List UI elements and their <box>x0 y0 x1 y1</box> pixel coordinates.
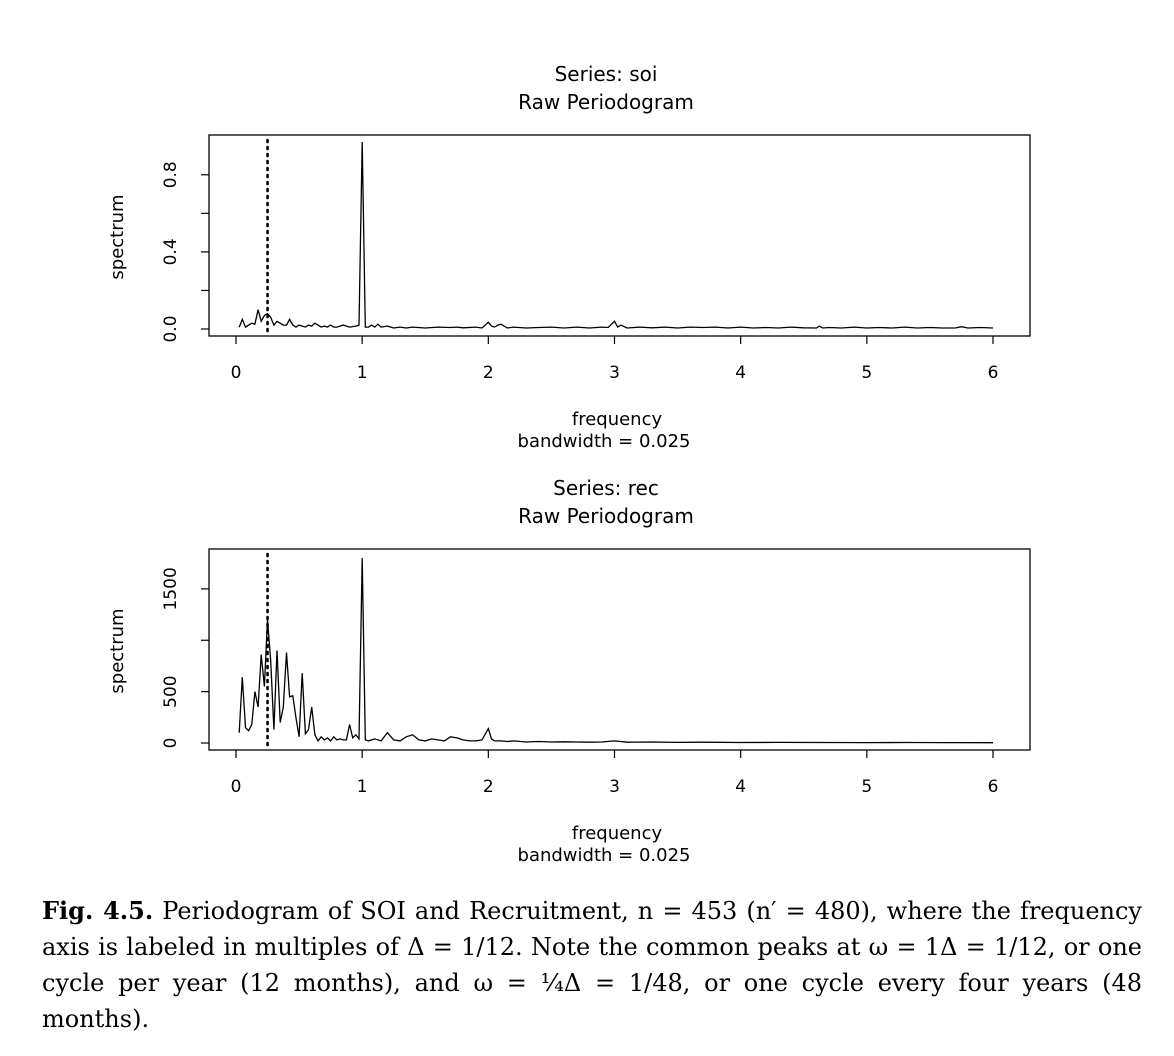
x-tick-label: 3 <box>609 363 620 383</box>
x-tick-label: 4 <box>735 363 746 383</box>
chart-subtitle: Raw Periodogram <box>518 504 694 528</box>
x-tick-label: 1 <box>357 777 368 797</box>
x-tick-label: 4 <box>735 777 746 797</box>
series-line <box>238 558 994 744</box>
y-tick-label: 500 <box>161 675 181 707</box>
y-tick-label: 0.4 <box>161 238 181 265</box>
y-axis-label: spectrum <box>107 608 128 693</box>
y-tick-label: 0 <box>161 738 181 749</box>
x-tick-label: 2 <box>483 777 494 797</box>
chart-title: Series: rec <box>553 476 659 500</box>
y-axis-label: spectrum <box>107 194 128 279</box>
figure: Series: soi Raw Periodogram frequency ba… <box>107 62 1031 866</box>
y-tick-label: 0.8 <box>161 161 181 188</box>
x-axis-sublabel: bandwidth = 0.025 <box>518 431 691 452</box>
figure-caption: Fig. 4.5. Periodogram of SOI and Recruit… <box>42 893 1142 1037</box>
y-tick-label: 1500 <box>161 567 181 610</box>
x-tick-label: 5 <box>861 363 872 383</box>
x-tick-label: 6 <box>988 363 999 383</box>
plot-frame <box>208 548 1031 751</box>
soi-periodogram-panel: Series: soi Raw Periodogram frequency ba… <box>107 62 1031 452</box>
x-tick-label: 0 <box>231 777 242 797</box>
x-axis-label: frequency <box>572 823 663 844</box>
caption-lead: Fig. 4.5. <box>42 896 154 925</box>
x-axis-sublabel: bandwidth = 0.025 <box>518 845 691 866</box>
x-tick-label: 6 <box>988 777 999 797</box>
chart-subtitle: Raw Periodogram <box>518 90 694 114</box>
chart-title: Series: soi <box>555 62 658 86</box>
x-tick-label: 0 <box>231 363 242 383</box>
x-axis-label: frequency <box>572 409 663 430</box>
rec-periodogram-panel: Series: rec Raw Periodogram frequency ba… <box>107 476 1031 866</box>
x-tick-label: 5 <box>861 777 872 797</box>
plot-frame <box>208 134 1031 337</box>
y-tick-label: 0.0 <box>161 315 181 342</box>
caption-text: Periodogram of SOI and Recruitment, n = … <box>42 897 1142 1033</box>
x-tick-label: 2 <box>483 363 494 383</box>
x-tick-label: 3 <box>609 777 620 797</box>
series-line <box>238 141 994 329</box>
x-tick-label: 1 <box>357 363 368 383</box>
